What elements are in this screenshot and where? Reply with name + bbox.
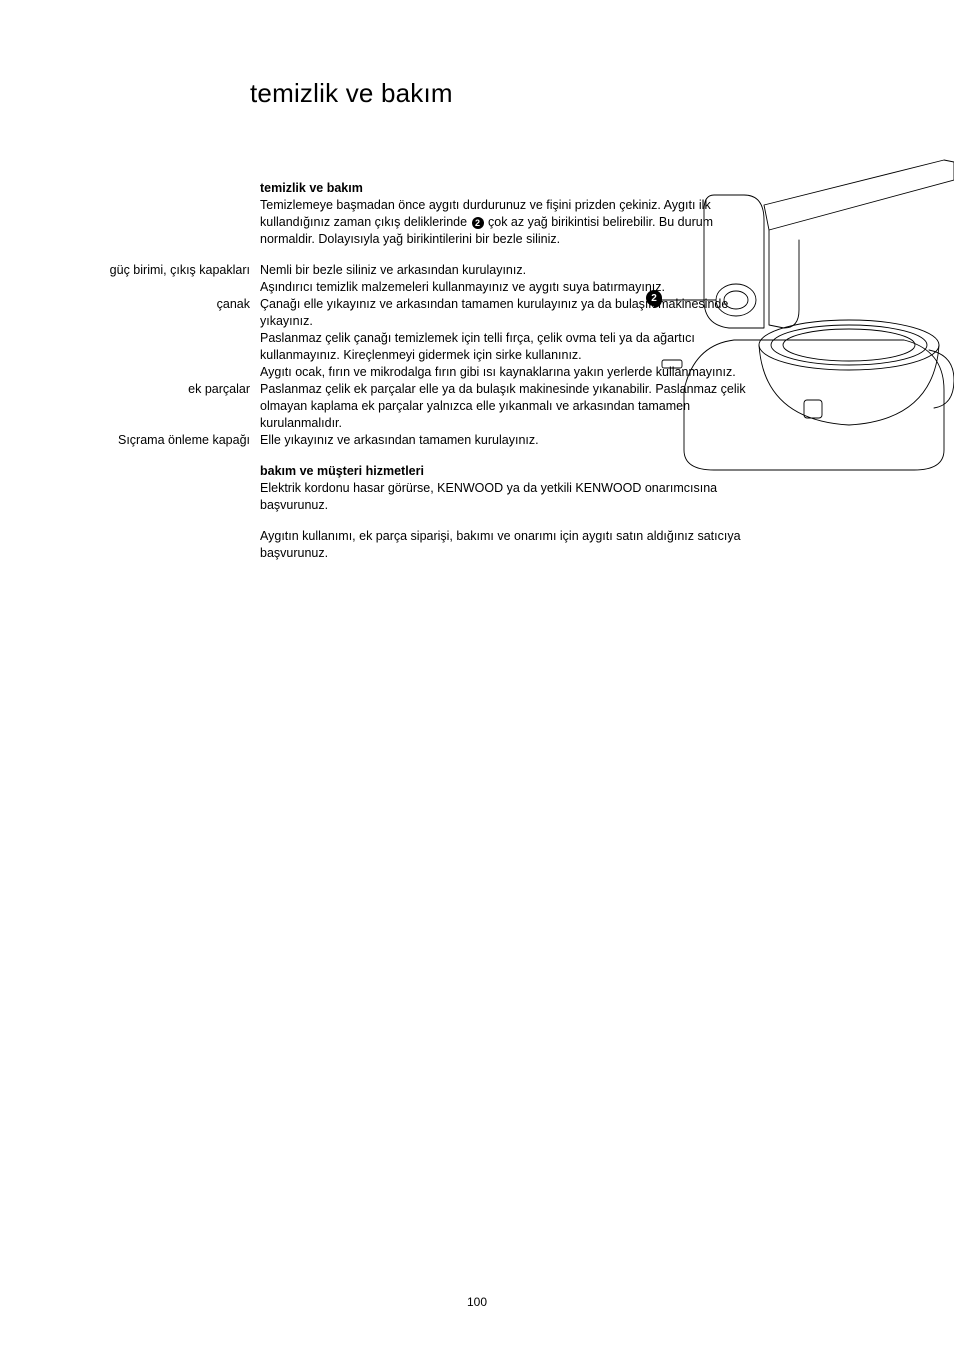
item-label: ek parçalar [80,381,260,398]
service-heading: bakım ve müşteri hizmetleri [260,464,424,478]
service-p1: Elektrik kordonu hasar görürse, KENWOOD … [260,481,717,512]
item-label: Sıçrama önleme kapağı [80,432,260,449]
page: temizlik ve bakım temizlik ve bakım Temi… [0,0,954,1349]
item-label: çanak [80,296,260,313]
page-title: temizlik ve bakım [250,78,453,109]
mixer-illustration: 2 [654,150,954,490]
page-number: 100 [0,1295,954,1309]
inline-callout-2-icon: 2 [472,217,484,229]
mixer-svg-icon [654,150,954,490]
intro-heading: temizlik ve bakım [260,181,363,195]
service-p2: Aygıtın kullanımı, ek parça siparişi, ba… [260,529,741,560]
item-label: güç birimi, çıkış kapakları [80,262,260,279]
illustration-callout-2-icon: 2 [646,290,662,306]
